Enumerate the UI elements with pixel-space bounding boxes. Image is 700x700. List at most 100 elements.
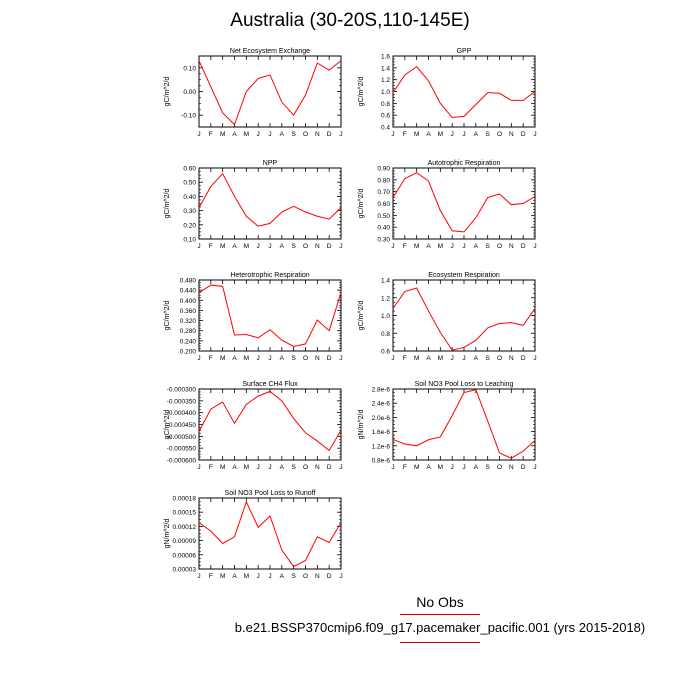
x-tick-label: D — [327, 464, 332, 471]
y-tick-label: -0.10 — [181, 113, 196, 120]
y-tick-label: 0.360 — [180, 308, 197, 315]
y-tick-label: -0.000450 — [167, 422, 197, 429]
x-tick-label: J — [462, 131, 465, 138]
series-line — [198, 60, 342, 126]
y-tick-label: 0.50 — [377, 213, 390, 220]
x-tick-label: F — [209, 573, 213, 580]
x-tick-label: J — [533, 464, 536, 471]
x-tick-label: J — [257, 573, 260, 580]
x-tick-label: O — [303, 131, 308, 138]
x-tick-label: M — [220, 464, 225, 471]
x-tick-label: M — [414, 243, 419, 250]
y-tick-label: 0.60 — [183, 166, 196, 173]
x-tick-label: N — [315, 464, 320, 471]
x-tick-label: F — [403, 464, 407, 471]
x-tick-label: J — [257, 243, 260, 250]
y-tick-label: 1.4 — [381, 65, 390, 72]
x-tick-label: A — [232, 355, 237, 362]
y-axis-label: gC/m^2/d — [164, 301, 171, 331]
x-tick-label: O — [497, 464, 502, 471]
plot-frame — [198, 497, 342, 570]
y-tick-label: 0.8e-6 — [372, 458, 391, 465]
legend-label: No Obs — [416, 594, 464, 610]
x-tick-label: D — [521, 131, 526, 138]
y-axis-label: gC/m^2/d — [358, 189, 365, 219]
y-tick-label: 0.60 — [377, 201, 390, 208]
y-tick-label: 1.4 — [381, 278, 390, 285]
x-tick-label: M — [438, 464, 443, 471]
legend-line-bottom — [400, 642, 480, 643]
y-axis-label: gC/m^2/d — [358, 301, 365, 331]
y-tick-label: 1.6 — [381, 54, 390, 61]
chart-panel-6: Ecosystem Respiration gC/m^2/d 0.6 0.8 1.0 1.… — [358, 272, 537, 362]
y-tick-label: -0.000350 — [167, 398, 197, 405]
x-tick-label: F — [403, 243, 407, 250]
x-tick-label: O — [303, 355, 308, 362]
x-tick-label: J — [197, 355, 200, 362]
x-tick-label: M — [438, 355, 443, 362]
series-line — [198, 390, 342, 452]
x-tick-label: A — [232, 131, 237, 138]
y-tick-label: 0.00018 — [173, 496, 197, 503]
chart-title: Surface CH4 Flux — [242, 381, 298, 388]
y-tick-label: 1.0 — [381, 89, 390, 96]
y-tick-label: 0.30 — [183, 208, 196, 215]
y-tick-label: 0.8 — [381, 101, 390, 108]
chart-panel-1: Net Ecosystem Exchange gC/m^2/d -0.10 0.00 0… — [164, 48, 343, 138]
series-line — [198, 500, 342, 568]
y-tick-label: 0.40 — [183, 194, 196, 201]
y-tick-label: 1.2 — [381, 295, 390, 302]
series-line — [392, 172, 536, 233]
x-tick-label: A — [426, 243, 431, 250]
y-tick-label: 1.2e-6 — [372, 443, 391, 450]
y-tick-label: 0.90 — [377, 166, 390, 173]
x-tick-label: N — [315, 355, 320, 362]
y-tick-label: -0.000500 — [167, 434, 197, 441]
x-tick-label: D — [327, 355, 332, 362]
x-tick-label: D — [521, 355, 526, 362]
chart-title: Soil NO3 Pool Loss to Leaching — [415, 381, 514, 388]
y-tick-label: 0.30 — [377, 237, 390, 244]
y-tick-label: 0.00 — [183, 89, 196, 96]
plot-frame — [198, 55, 342, 128]
x-tick-label: D — [327, 131, 332, 138]
x-tick-label: D — [521, 243, 526, 250]
x-tick-label: J — [451, 243, 454, 250]
x-tick-label: N — [315, 243, 320, 250]
x-tick-label: S — [485, 131, 490, 138]
x-tick-label: D — [327, 573, 332, 580]
x-tick-label: N — [509, 243, 514, 250]
x-tick-label: A — [426, 464, 431, 471]
x-tick-label: J — [268, 243, 271, 250]
x-tick-label: O — [497, 243, 502, 250]
x-tick-label: M — [244, 573, 249, 580]
y-tick-label: 0.80 — [377, 177, 390, 184]
y-tick-label: 0.00012 — [173, 524, 197, 531]
y-tick-label: -0.000400 — [167, 410, 197, 417]
chart-panel-5: Heterotrophic Respiration gC/m^2/d 0.200 0.… — [164, 272, 343, 362]
x-tick-label: S — [291, 243, 296, 250]
y-tick-label: -0.000600 — [167, 458, 197, 465]
x-tick-label: S — [291, 131, 296, 138]
x-tick-label: J — [339, 464, 342, 471]
y-axis-label: gN/m^2/d — [358, 410, 365, 440]
x-tick-label: M — [438, 131, 443, 138]
page-title: Australia (30-20S,110-145E) — [230, 10, 470, 31]
x-tick-label: N — [509, 464, 514, 471]
y-tick-label: 0.4 — [381, 125, 390, 132]
x-tick-label: J — [462, 243, 465, 250]
x-tick-label: J — [257, 131, 260, 138]
y-tick-label: 0.20 — [183, 222, 196, 229]
y-tick-label: 0.10 — [183, 65, 196, 72]
plot-frame — [198, 167, 342, 240]
x-tick-label: O — [497, 355, 502, 362]
x-tick-label: J — [197, 464, 200, 471]
y-tick-label: 0.400 — [180, 298, 197, 305]
x-tick-label: S — [291, 355, 296, 362]
x-tick-label: J — [391, 464, 394, 471]
y-tick-label: 1.2 — [381, 77, 390, 84]
series-line — [392, 287, 536, 351]
chart-panel-4: Autotrophic Respiration gC/m^2/d 0.30 0.40 0… — [358, 160, 537, 250]
y-tick-label: 0.00015 — [173, 510, 197, 517]
